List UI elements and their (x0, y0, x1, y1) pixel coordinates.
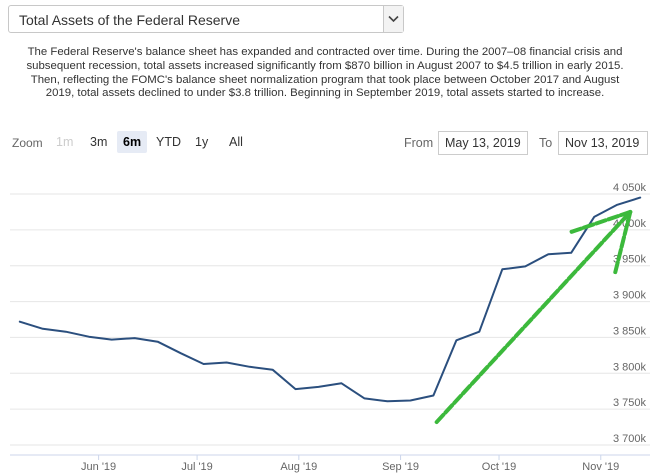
series-line[interactable] (18, 196, 642, 403)
data-point[interactable] (591, 214, 597, 220)
zoom-all-button[interactable]: All (229, 135, 243, 149)
data-point[interactable] (361, 395, 367, 401)
y-tick-label: 3 800k (613, 361, 647, 373)
data-point[interactable] (86, 334, 92, 340)
x-tick-label: Oct '19 (482, 461, 517, 473)
data-point[interactable] (17, 319, 23, 325)
y-tick-label: 4 050k (613, 182, 647, 194)
zoom-6m-button[interactable]: 6m (117, 131, 148, 153)
data-point[interactable] (338, 380, 344, 386)
y-tick-label: 3 900k (613, 290, 647, 302)
data-point[interactable] (155, 339, 161, 345)
zoom-3m-button[interactable]: 3m (90, 135, 108, 149)
from-date-input[interactable]: May 13, 2019 (438, 131, 528, 155)
data-point[interactable] (178, 350, 184, 356)
zoom-1y-button[interactable]: 1y (195, 135, 209, 149)
data-point[interactable] (453, 337, 459, 343)
zoom-label: Zoom (12, 136, 43, 150)
to-label: To (539, 136, 553, 150)
data-point[interactable] (132, 335, 138, 341)
chart-selector-value: Total Assets of the Federal Reserve (19, 12, 240, 28)
chart-description: The Federal Reserve's balance sheet has … (26, 46, 624, 100)
to-date-input[interactable]: Nov 13, 2019 (558, 131, 648, 155)
x-tick-label: Sep '19 (382, 461, 419, 473)
data-point[interactable] (109, 337, 115, 343)
x-tick-label: Nov '19 (582, 461, 619, 473)
series-total-assets (18, 196, 642, 403)
y-tick-label: 3 850k (613, 325, 647, 337)
grid-lines (10, 193, 650, 456)
data-point[interactable] (63, 329, 69, 335)
data-point[interactable] (476, 329, 482, 335)
x-tick-label: Jul '19 (181, 461, 212, 473)
data-point[interactable] (201, 361, 207, 367)
data-point[interactable] (407, 398, 413, 404)
data-point[interactable] (522, 263, 528, 269)
annotation-arrow (434, 209, 633, 425)
data-point[interactable] (545, 251, 551, 257)
data-point[interactable] (430, 393, 436, 399)
x-axis-labels: Jun '19 Jul '19 Aug '19 Sep '19 Oct '19 Nov '… (81, 455, 619, 473)
y-tick-label: 3 700k (613, 433, 647, 445)
zoom-ytd-button[interactable]: YTD (156, 135, 181, 149)
arrow-head-upper (569, 209, 633, 234)
data-point[interactable] (614, 202, 620, 208)
data-point[interactable] (316, 384, 322, 390)
data-point[interactable] (247, 364, 253, 370)
arrow-head-lower (613, 209, 633, 275)
data-point[interactable] (270, 367, 276, 373)
chart-selector-dropdown[interactable]: Total Assets of the Federal Reserve (8, 5, 404, 33)
y-tick-label: 3 950k (613, 254, 647, 266)
data-point[interactable] (568, 250, 574, 256)
data-point[interactable] (224, 360, 230, 366)
arrow-shaft (434, 209, 633, 425)
x-tick-label: Aug '19 (280, 461, 317, 473)
from-label: From (404, 136, 434, 150)
data-point[interactable] (384, 398, 390, 404)
data-point[interactable] (499, 266, 505, 272)
data-point[interactable] (637, 195, 643, 201)
chevron-down-icon[interactable] (383, 6, 403, 32)
zoom-1m-button[interactable]: 1m (56, 135, 74, 149)
data-point[interactable] (293, 386, 299, 392)
x-tick-label: Jun '19 (81, 461, 116, 473)
y-tick-label: 3 750k (613, 397, 647, 409)
data-point[interactable] (40, 326, 46, 332)
